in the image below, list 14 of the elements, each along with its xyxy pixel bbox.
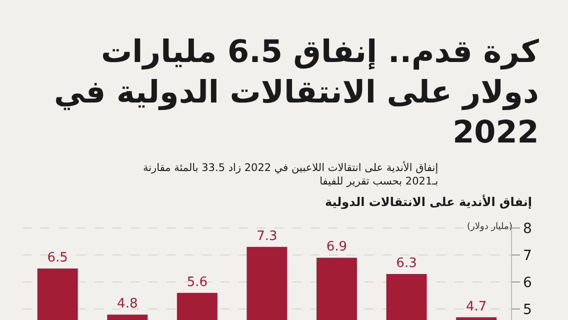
data-label: 4.7 bbox=[466, 299, 487, 314]
data-label: 5.6 bbox=[186, 274, 208, 290]
data-label: 6.5 bbox=[47, 250, 68, 266]
y-axis-title: (مليار دولار) bbox=[467, 222, 512, 232]
data-label: 6.9 bbox=[326, 240, 348, 255]
y-tick-label: 5 bbox=[523, 302, 532, 318]
y-tick-label: 8 bbox=[523, 220, 532, 237]
y-tick-label: 6 bbox=[523, 274, 532, 291]
data-label: 7.3 bbox=[256, 228, 278, 244]
y-tick-label: 7 bbox=[523, 248, 532, 264]
chart-subtitle: إنفاق الأندية على انتقالات اللاعبين في 2022 زاد 33.5 بالمئة مقارنة بـ2021 بحسب تقرير للفيفا bbox=[143, 160, 438, 188]
data-label: 4.8 bbox=[117, 296, 138, 312]
data-label: 6.3 bbox=[396, 256, 417, 271]
text: إنفاق الأندية على الانتقالات الدولية bbox=[325, 194, 532, 209]
